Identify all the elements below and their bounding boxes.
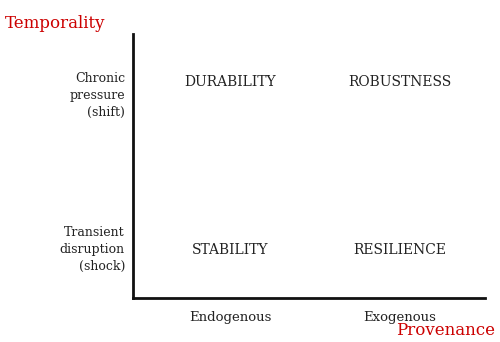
Text: STABILITY: STABILITY (192, 243, 268, 256)
Text: Exogenous: Exogenous (364, 311, 436, 324)
Text: Endogenous: Endogenous (189, 311, 271, 324)
Text: Chronic
pressure
(shift): Chronic pressure (shift) (70, 72, 125, 119)
Text: RESILIENCE: RESILIENCE (354, 243, 446, 256)
Text: Temporality: Temporality (5, 15, 105, 32)
Text: DURABILITY: DURABILITY (184, 75, 276, 89)
Text: Transient
disruption
(shock): Transient disruption (shock) (60, 226, 125, 273)
Text: Provenance: Provenance (396, 321, 495, 339)
Text: ROBUSTNESS: ROBUSTNESS (348, 75, 452, 89)
